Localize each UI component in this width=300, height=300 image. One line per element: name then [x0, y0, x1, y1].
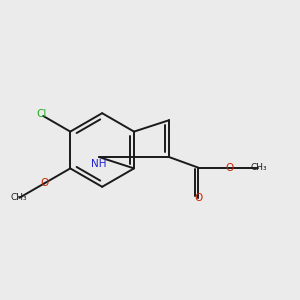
Text: Cl: Cl — [36, 109, 46, 119]
Text: O: O — [226, 163, 234, 173]
Text: CH₃: CH₃ — [11, 193, 28, 202]
Text: CH₃: CH₃ — [250, 163, 267, 172]
Text: O: O — [40, 178, 48, 188]
Text: O: O — [194, 193, 202, 203]
Text: NH: NH — [91, 159, 107, 169]
